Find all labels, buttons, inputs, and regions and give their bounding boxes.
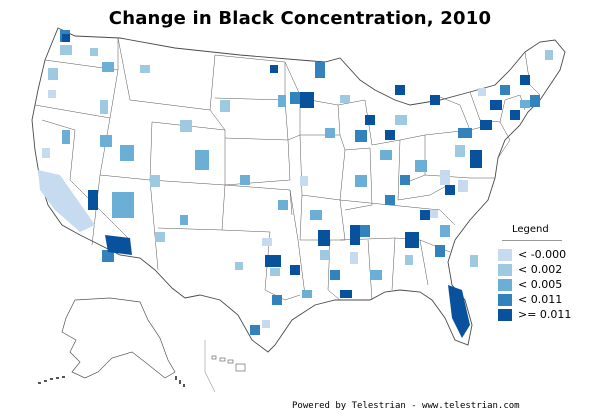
legend-swatch (498, 263, 512, 276)
legend-item-label: < 0.002 (518, 263, 563, 276)
shaded-counties (38, 30, 553, 344)
legend-item: < 0.002 (498, 262, 594, 277)
legend-item: < 0.005 (498, 277, 594, 292)
map-legend: Legend < -0.000 < 0.002 < 0.005 < 0.011 … (498, 224, 594, 322)
legend-item-label: < -0.000 (518, 248, 567, 261)
contiguous-us-outline (31, 27, 566, 353)
hawaii-outline (211, 355, 246, 372)
legend-swatch (498, 308, 512, 321)
legend-item: < -0.000 (498, 247, 594, 262)
attribution-footer[interactable]: Powered by Telestrian - www.telestrian.c… (292, 401, 520, 411)
legend-swatch (498, 293, 512, 306)
map-title: Change in Black Concentration, 2010 (108, 8, 492, 29)
alaska-outline (61, 297, 176, 379)
legend-swatch (498, 278, 512, 291)
legend-title: Legend (512, 224, 549, 235)
legend-item: < 0.011 (498, 292, 594, 307)
legend-item-label: < 0.011 (518, 293, 563, 306)
inset-divider (204, 340, 216, 393)
legend-item-label: >= 0.011 (518, 308, 572, 321)
alaska-islands (38, 376, 185, 387)
legend-swatch (498, 248, 512, 261)
legend-divider (502, 240, 562, 241)
legend-item: >= 0.011 (498, 307, 594, 322)
legend-item-label: < 0.005 (518, 278, 563, 291)
